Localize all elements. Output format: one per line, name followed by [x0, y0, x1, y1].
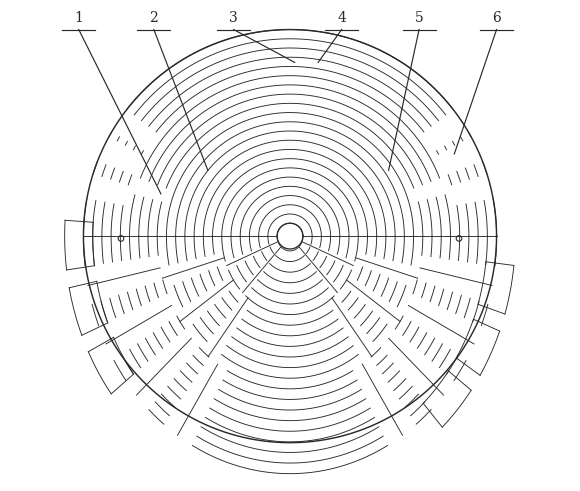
Text: 1: 1: [74, 11, 83, 25]
Text: 2: 2: [150, 11, 158, 25]
Text: 5: 5: [415, 11, 423, 25]
Text: 6: 6: [492, 11, 501, 25]
Text: 3: 3: [229, 11, 238, 25]
Text: 4: 4: [337, 11, 346, 25]
